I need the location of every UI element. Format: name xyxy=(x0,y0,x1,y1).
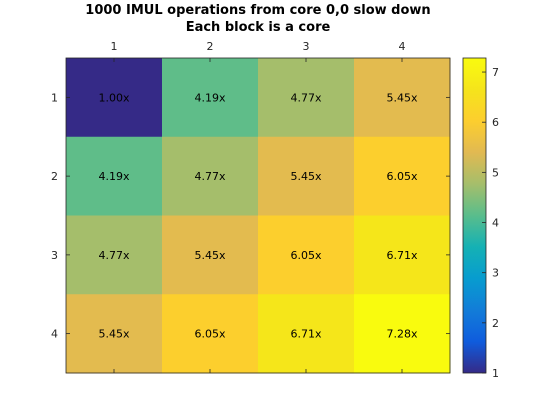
cell-value-label: 5.45x xyxy=(194,249,225,262)
cell-value-label: 5.45x xyxy=(98,328,129,341)
colorbar-tick-label: 7 xyxy=(492,66,499,79)
colorbar-tick-label: 1 xyxy=(492,367,499,380)
cell-value-label: 4.19x xyxy=(194,91,225,104)
x-tick-label: 2 xyxy=(207,40,214,53)
x-tick-label: 3 xyxy=(303,40,310,53)
cell-value-label: 4.77x xyxy=(194,170,225,183)
y-tick-label: 4 xyxy=(51,328,58,341)
cell-value-label: 5.45x xyxy=(386,91,417,104)
x-tick-label: 1 xyxy=(111,40,118,53)
heatmap-axes: 1 2 3 4 1 2 3 4 xyxy=(51,40,451,374)
cell-value-label: 6.05x xyxy=(194,328,225,341)
cell-value-label: 5.45x xyxy=(290,170,321,183)
heatmap-cell xyxy=(66,58,163,138)
heatmap-cell xyxy=(162,58,259,138)
colorbar-tick-label: 3 xyxy=(492,267,499,280)
cell-value-label: 4.77x xyxy=(98,249,129,262)
cell-value-label: 1.00x xyxy=(98,91,129,104)
cell-value-label: 6.71x xyxy=(290,328,321,341)
cell-value-label: 6.71x xyxy=(386,249,417,262)
colorbar-tick-label: 2 xyxy=(492,317,499,330)
chart-subtitle: Each block is a core xyxy=(186,20,331,35)
heatmap-cell xyxy=(354,58,451,138)
heatmap-cell xyxy=(162,294,259,374)
colorbar: 1 2 3 4 5 6 7 xyxy=(462,57,499,380)
colorbar-tick-label: 4 xyxy=(492,217,499,230)
cell-value-label: 6.05x xyxy=(386,170,417,183)
heatmap-cell xyxy=(66,294,163,374)
plot-frame xyxy=(65,57,451,374)
heatmap-cell xyxy=(354,136,451,216)
heatmap-cell xyxy=(162,136,259,216)
chart-title: 1000 IMUL operations from core 0,0 slow … xyxy=(85,3,430,18)
heatmap-cell xyxy=(66,136,163,216)
colorbar-gradient xyxy=(462,57,487,374)
y-tick-label: 3 xyxy=(51,249,58,262)
y-tick-label: 1 xyxy=(51,91,58,104)
x-tick-label: 4 xyxy=(399,40,406,53)
heatmap-cell xyxy=(258,136,355,216)
colorbar-tick-label: 6 xyxy=(492,116,499,129)
cell-value-label: 7.28x xyxy=(386,328,417,341)
y-tick-label: 2 xyxy=(51,170,58,183)
heatmap-cell xyxy=(66,215,163,295)
cell-value-label: 4.19x xyxy=(98,170,129,183)
heatmap-cell xyxy=(162,215,259,295)
colorbar-tick-label: 5 xyxy=(492,166,499,179)
heatmap-cells: 1.00x 4.19x 4.77x 5.45x 4.19x 4.77x 5.45x 6.05x… xyxy=(66,58,451,374)
heatmap-cell xyxy=(258,58,355,138)
heatmap-cell xyxy=(258,294,355,374)
heatmap-cell xyxy=(354,215,451,295)
heatmap-cell xyxy=(258,215,355,295)
cell-value-label: 6.05x xyxy=(290,249,321,262)
cell-value-label: 4.77x xyxy=(290,91,321,104)
heatmap-cell xyxy=(354,294,451,374)
